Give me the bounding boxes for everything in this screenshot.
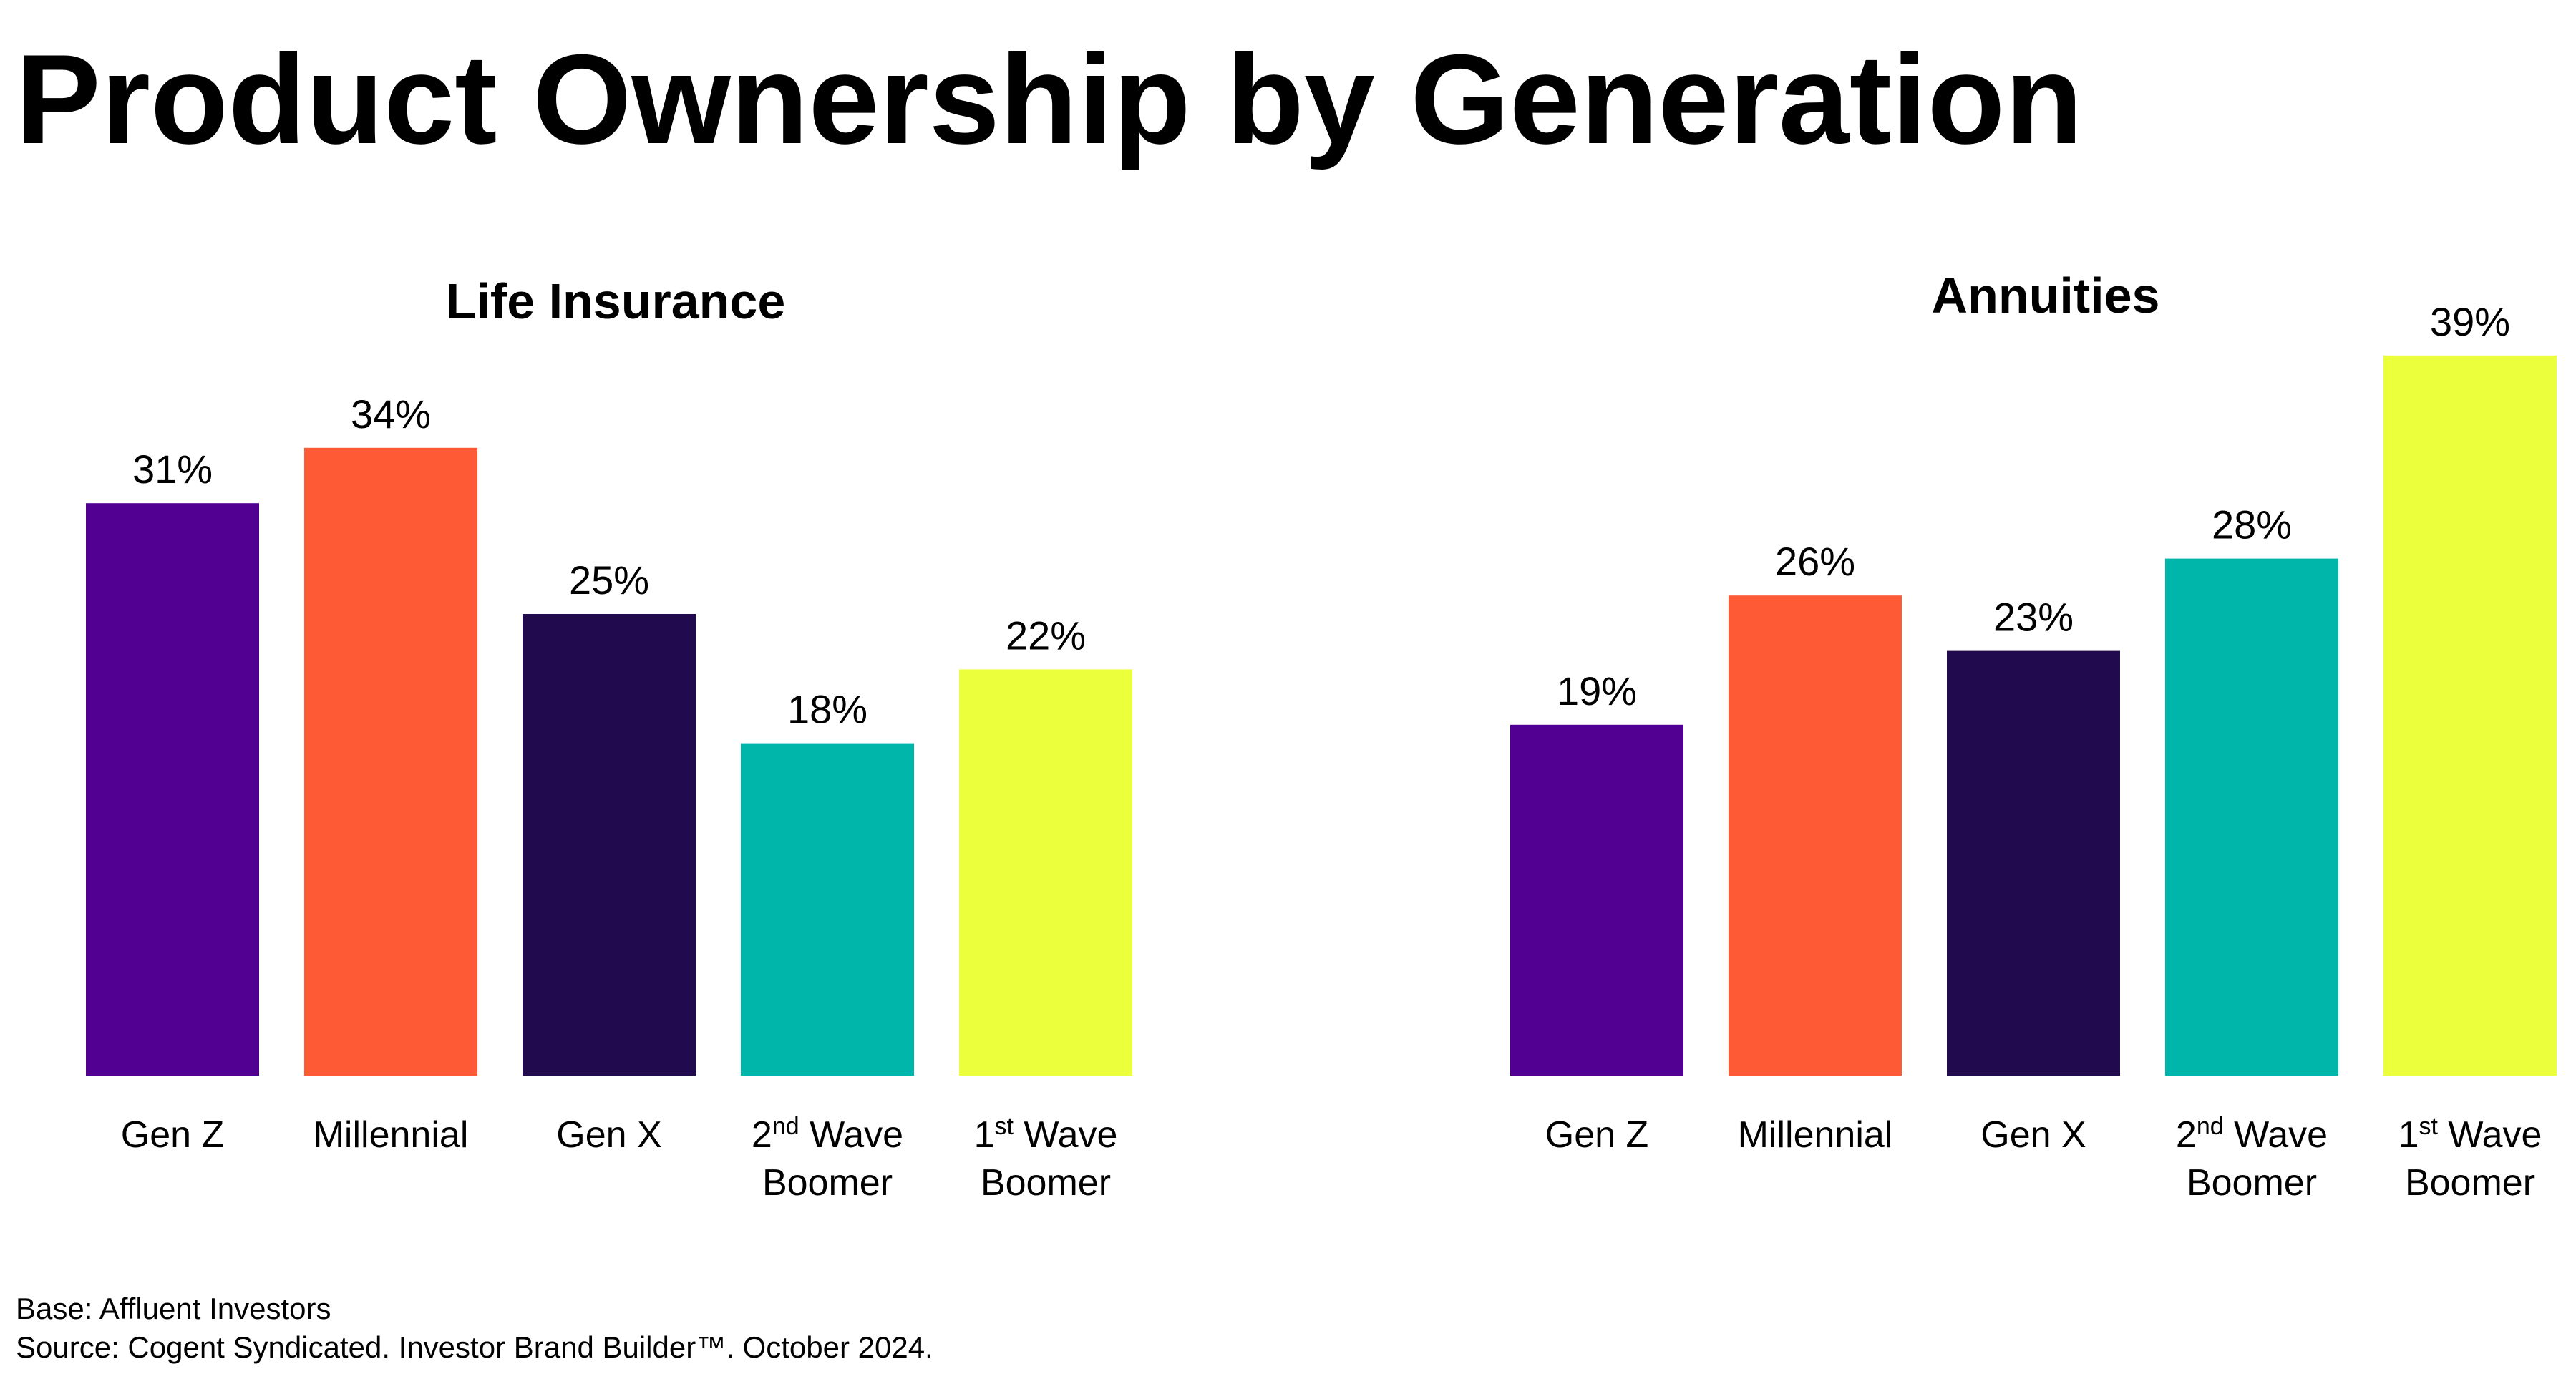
bar bbox=[1510, 724, 1683, 1076]
bar bbox=[86, 503, 259, 1076]
data-label: 28% bbox=[2212, 502, 2292, 547]
x-tick-label: Gen Z bbox=[121, 1114, 225, 1156]
bar bbox=[2165, 558, 2338, 1076]
chart-title: Life Insurance bbox=[446, 273, 786, 329]
x-tick-label: 1st Wave bbox=[974, 1113, 1118, 1156]
footer-base-note: Base: Affluent Investors bbox=[16, 1292, 331, 1325]
data-label: 18% bbox=[787, 687, 867, 732]
x-tick-label: Millennial bbox=[314, 1114, 469, 1156]
data-label: 25% bbox=[569, 557, 649, 603]
x-tick-label: Gen Z bbox=[1545, 1114, 1649, 1156]
data-label: 31% bbox=[132, 447, 213, 492]
x-tick-label: Gen X bbox=[556, 1114, 661, 1156]
bar bbox=[2383, 355, 2557, 1076]
x-tick-label: Boomer bbox=[762, 1162, 893, 1204]
x-tick-label: Millennial bbox=[1738, 1114, 1893, 1156]
data-label: 22% bbox=[1006, 613, 1086, 658]
x-tick-label: Boomer bbox=[981, 1162, 1111, 1204]
x-tick-label: Gen X bbox=[1980, 1114, 2086, 1156]
data-label: 26% bbox=[1775, 539, 1855, 584]
data-label: 19% bbox=[1557, 668, 1637, 713]
x-tick-label: 2nd Wave bbox=[2176, 1113, 2328, 1156]
x-tick-label: 2nd Wave bbox=[752, 1113, 903, 1156]
bar bbox=[1947, 650, 2120, 1076]
bar bbox=[304, 447, 477, 1076]
bar bbox=[741, 743, 914, 1076]
bar bbox=[959, 669, 1132, 1076]
page-title: Product Ownership by Generation bbox=[16, 28, 2083, 170]
bar bbox=[523, 614, 696, 1076]
data-label: 34% bbox=[351, 391, 431, 437]
footer-source-note: Source: Cogent Syndicated. Investor Bran… bbox=[16, 1330, 933, 1364]
data-label: 39% bbox=[2430, 299, 2510, 344]
bar bbox=[1729, 595, 1902, 1076]
chart-title: Annuities bbox=[1932, 268, 2160, 323]
data-label: 23% bbox=[1993, 595, 2074, 640]
x-tick-label: Boomer bbox=[2187, 1162, 2317, 1204]
x-tick-label: Boomer bbox=[2405, 1162, 2535, 1204]
x-tick-label: 1st Wave bbox=[2398, 1113, 2542, 1156]
